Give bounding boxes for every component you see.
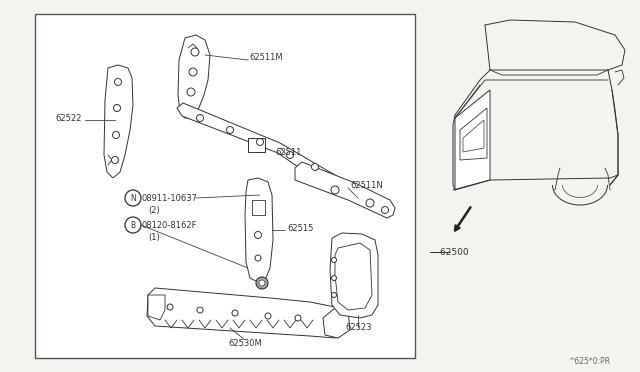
Polygon shape <box>245 178 273 282</box>
Circle shape <box>259 280 265 286</box>
Text: 62530M: 62530M <box>228 339 262 347</box>
Circle shape <box>332 257 337 263</box>
Text: 08120-8162F: 08120-8162F <box>141 221 196 230</box>
Polygon shape <box>335 243 372 310</box>
Circle shape <box>232 310 238 316</box>
Circle shape <box>125 217 141 233</box>
Circle shape <box>332 292 337 298</box>
Circle shape <box>257 138 264 145</box>
Bar <box>35 14 415 358</box>
Polygon shape <box>104 65 133 178</box>
Polygon shape <box>148 295 165 320</box>
Circle shape <box>125 190 141 206</box>
Text: 62523: 62523 <box>345 323 371 331</box>
Circle shape <box>189 68 197 76</box>
Circle shape <box>265 313 271 319</box>
Circle shape <box>255 231 262 238</box>
Circle shape <box>191 48 199 56</box>
Circle shape <box>255 255 261 261</box>
Polygon shape <box>323 308 350 338</box>
Polygon shape <box>178 35 210 118</box>
Circle shape <box>113 131 120 138</box>
Circle shape <box>381 206 388 214</box>
Circle shape <box>256 277 268 289</box>
Text: —62500: —62500 <box>432 247 470 257</box>
Text: 62511M: 62511M <box>249 52 283 61</box>
Circle shape <box>197 307 203 313</box>
Circle shape <box>115 78 122 86</box>
Polygon shape <box>147 288 348 338</box>
Polygon shape <box>248 138 265 152</box>
Polygon shape <box>455 90 490 190</box>
Circle shape <box>312 164 319 170</box>
Circle shape <box>187 88 195 96</box>
Circle shape <box>331 186 339 194</box>
Polygon shape <box>330 233 378 318</box>
Polygon shape <box>463 120 484 152</box>
Circle shape <box>167 304 173 310</box>
Text: B: B <box>131 221 136 230</box>
Circle shape <box>332 276 337 280</box>
Circle shape <box>111 157 118 164</box>
Circle shape <box>113 105 120 112</box>
Polygon shape <box>460 108 487 160</box>
Polygon shape <box>177 103 340 190</box>
Circle shape <box>287 151 294 158</box>
Circle shape <box>196 115 204 122</box>
Text: (2): (2) <box>148 205 160 215</box>
Text: 62522: 62522 <box>55 113 81 122</box>
Text: 08911-10637: 08911-10637 <box>141 193 197 202</box>
Text: N: N <box>130 193 136 202</box>
Polygon shape <box>252 200 265 215</box>
Text: (1): (1) <box>148 232 160 241</box>
Circle shape <box>227 126 234 134</box>
Circle shape <box>295 315 301 321</box>
Text: 62515: 62515 <box>287 224 314 232</box>
Circle shape <box>366 199 374 207</box>
Polygon shape <box>295 162 395 218</box>
Text: 62511N: 62511N <box>350 180 383 189</box>
Text: ^625*0:PR: ^625*0:PR <box>568 357 610 366</box>
Text: 62511: 62511 <box>275 148 301 157</box>
